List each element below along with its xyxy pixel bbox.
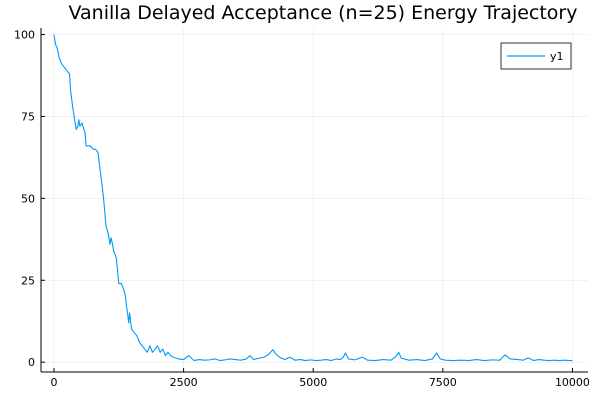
x-tick-label: 7500 <box>429 376 457 389</box>
plot-axes <box>40 28 588 373</box>
series-line-y1 <box>53 34 573 362</box>
y-tick-label: 0 <box>28 356 35 369</box>
y-tick-label: 50 <box>21 192 35 205</box>
legend: y1 <box>500 42 572 70</box>
x-tick-label: 0 <box>50 376 57 389</box>
x-tick-label: 2500 <box>170 376 198 389</box>
y-tick-label: 75 <box>21 110 35 123</box>
tick-labels: 0 2500 5000 7500 10000 0 25 50 75 100 <box>14 29 590 389</box>
series-lines <box>53 34 573 362</box>
x-tick-label: 10000 <box>555 376 590 389</box>
grid-lines <box>41 28 588 372</box>
y-tick-label: 100 <box>14 29 35 42</box>
legend-label: y1 <box>550 50 564 63</box>
x-tick-label: 5000 <box>299 376 327 389</box>
y-tick-label: 25 <box>21 274 35 287</box>
chart-title: Vanilla Delayed Acceptance (n=25) Energy… <box>69 2 578 24</box>
